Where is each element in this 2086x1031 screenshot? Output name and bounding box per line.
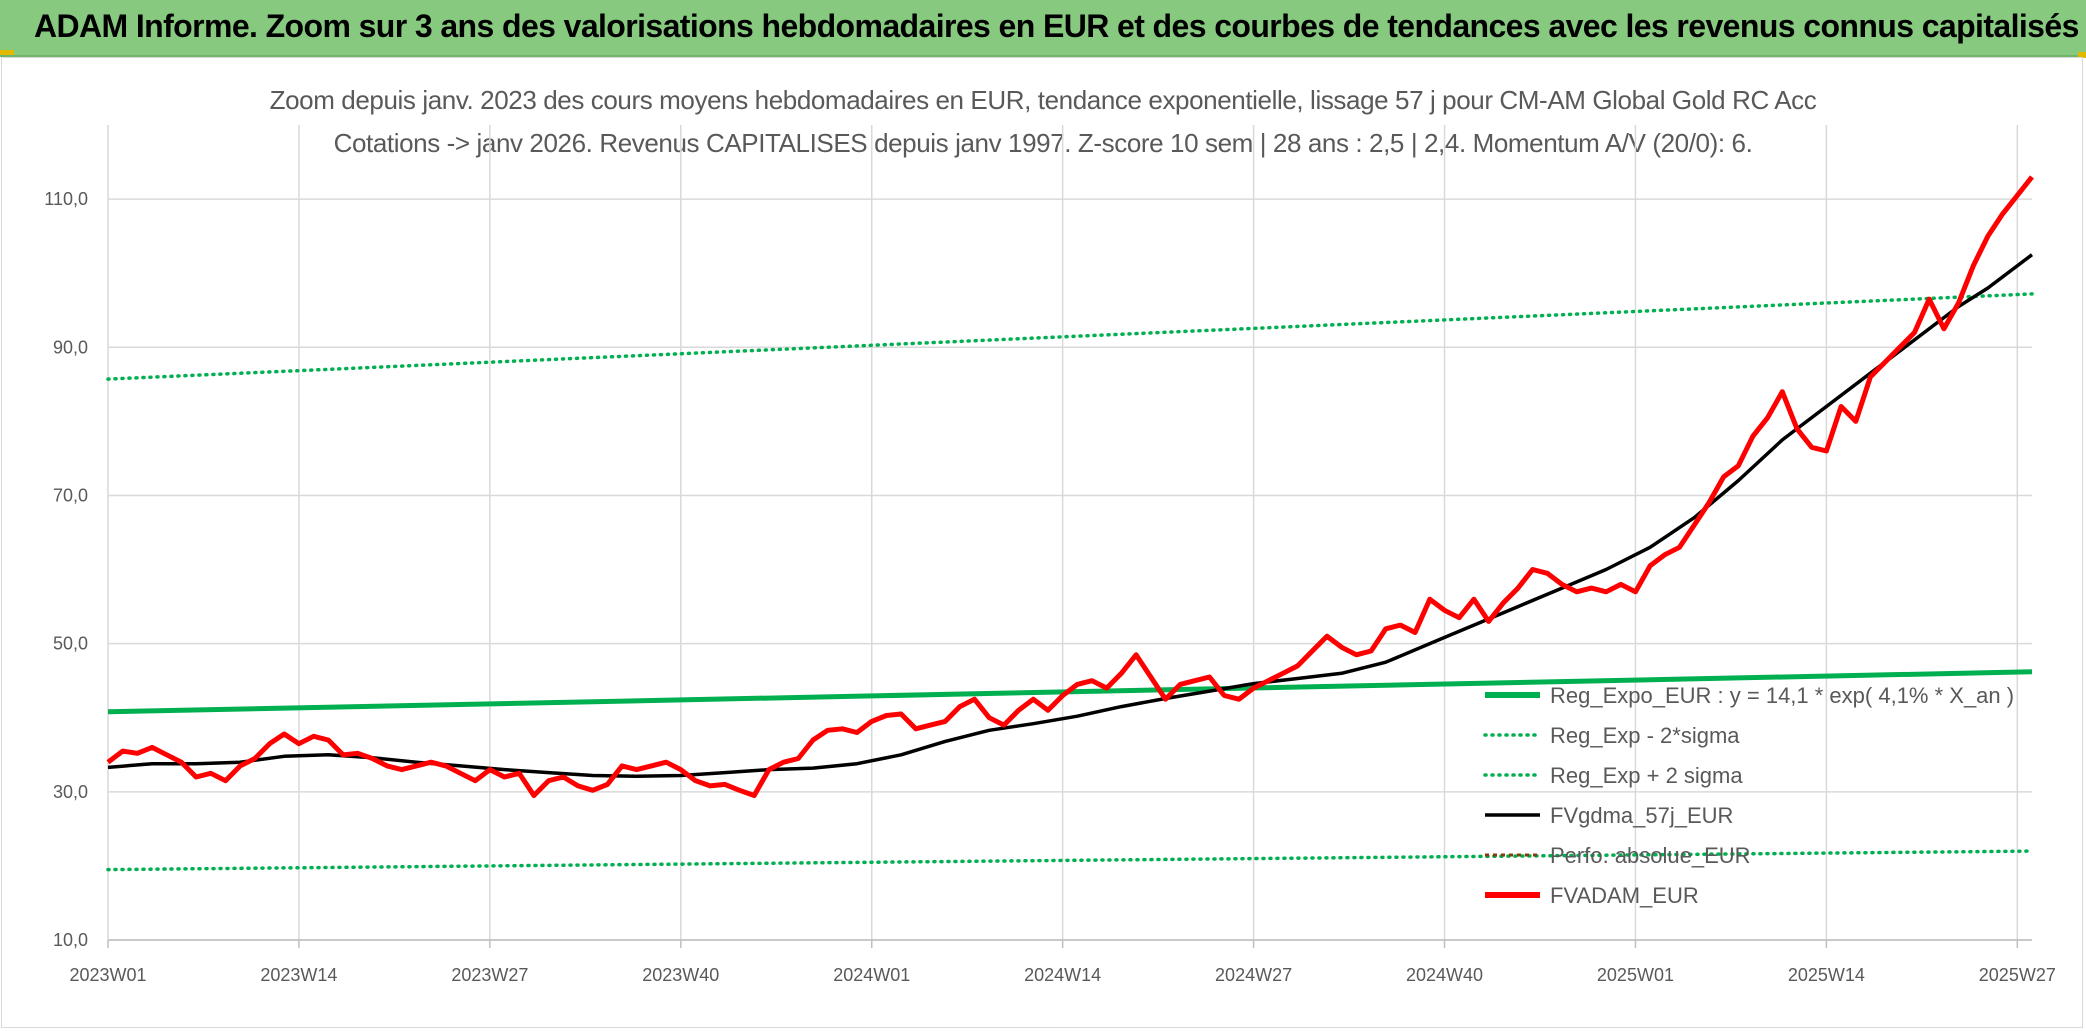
x-tick-label: 2023W14 <box>260 965 337 985</box>
y-tick-label: 90,0 <box>53 337 88 357</box>
y-tick-label: 50,0 <box>53 634 88 654</box>
chart-frame <box>1 57 2083 1028</box>
legend-label: Reg_Exp - 2*sigma <box>1550 723 1740 748</box>
x-tick-label: 2023W01 <box>69 965 146 985</box>
series-line-1 <box>106 849 2034 872</box>
x-tick-label: 2025W01 <box>1597 965 1674 985</box>
series-line-5 <box>106 175 2034 798</box>
report-banner: ADAM Informe. Zoom sur 3 ans des valoris… <box>0 0 2086 57</box>
x-tick-label: 2023W27 <box>451 965 528 985</box>
grid <box>107 125 2032 941</box>
report-title: ADAM Informe. Zoom sur 3 ans des valoris… <box>34 8 2079 44</box>
x-tick-label: 2025W27 <box>1979 965 2056 985</box>
plot-area <box>106 175 2034 872</box>
y-tick-label: 70,0 <box>53 485 88 505</box>
axes: 10,0 30,0 50,0 70,0 90,0 110,0 2023W01 2023W14 2… <box>44 189 2056 985</box>
x-tick-label: 2024W14 <box>1024 965 1101 985</box>
legend-label: FVgdma_57j_EUR <box>1550 803 1733 828</box>
x-tick-label: 2024W40 <box>1406 965 1483 985</box>
y-tick-label: 30,0 <box>53 782 88 802</box>
series-line-2 <box>106 292 2034 381</box>
legend-label: Perfo. absolue_EUR <box>1550 843 1751 868</box>
legend-label: FVADAM_EUR <box>1550 883 1699 908</box>
banner-accent-left <box>0 50 14 55</box>
y-tick-label: 10,0 <box>53 930 88 950</box>
chart-subtitle: Cotations -> janv 2026. Revenus CAPITALI… <box>334 128 1753 158</box>
y-tick-label: 110,0 <box>44 189 88 209</box>
chart-title: Zoom depuis janv. 2023 des cours moyens … <box>270 85 1817 115</box>
x-tick-label: 2024W01 <box>833 965 910 985</box>
legend-label: Reg_Exp + 2 sigma <box>1550 763 1743 788</box>
legend: Reg_Expo_EUR : y = 14,1 * exp( 4,1% * X_… <box>1483 683 2014 908</box>
legend-label: Reg_Expo_EUR : y = 14,1 * exp( 4,1% * X_… <box>1550 683 2014 708</box>
x-tick-label: 2024W27 <box>1215 965 1292 985</box>
banner-accent-right <box>2078 52 2086 58</box>
x-tick-label: 2025W14 <box>1788 965 1865 985</box>
x-tick-label: 2023W40 <box>642 965 719 985</box>
